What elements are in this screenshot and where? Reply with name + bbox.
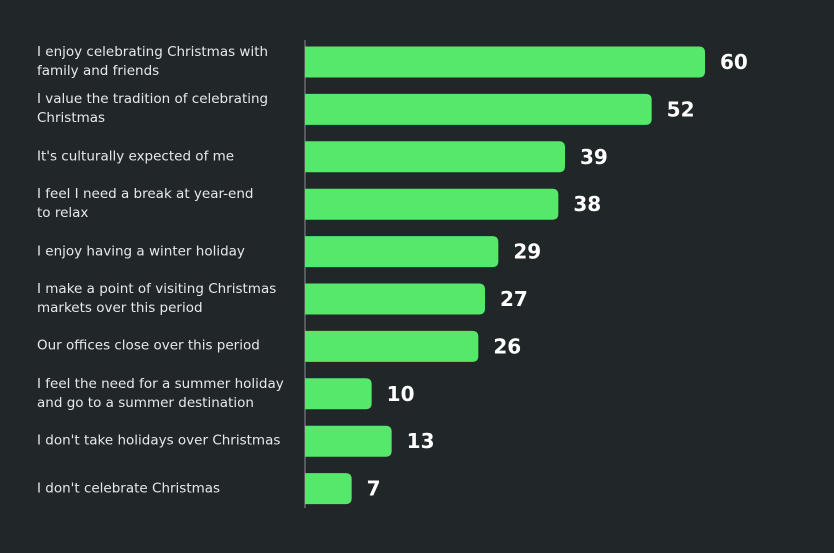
value-label: 27 (500, 287, 528, 311)
value-label: 52 (667, 97, 695, 121)
category-label: I feel I need a break at year-end to rel… (37, 186, 254, 222)
bar (305, 188, 559, 220)
category-label: I feel the need for a summer holiday and… (37, 375, 284, 411)
category-label: I make a point of visiting Christmas mar… (37, 281, 277, 316)
category-label: It's culturally expected of me (37, 148, 235, 165)
bar (305, 425, 392, 457)
bar (305, 283, 485, 315)
bar (305, 330, 479, 362)
value-label: 60 (720, 50, 748, 74)
category-label: I don't take holidays over Christmas (37, 432, 281, 449)
value-label: 7 (367, 477, 381, 501)
value-label: 26 (493, 334, 521, 358)
category-label: I enjoy having a winter holiday (37, 243, 245, 260)
value-label: 10 (387, 382, 415, 406)
bar (305, 473, 352, 505)
bar (305, 93, 652, 125)
value-label: 29 (513, 240, 541, 264)
category-label: I enjoy celebrating Christmas with famil… (37, 44, 269, 79)
bar (305, 46, 705, 78)
category-label: I value the tradition of celebrating Chr… (37, 91, 269, 127)
bar (305, 236, 499, 268)
category-label: I don't celebrate Christmas (37, 480, 221, 497)
value-label: 38 (573, 192, 601, 216)
bar (305, 141, 565, 173)
category-label: Our offices close over this period (37, 337, 260, 354)
bar (305, 378, 372, 410)
value-label: 13 (407, 429, 435, 453)
value-label: 39 (580, 145, 608, 169)
